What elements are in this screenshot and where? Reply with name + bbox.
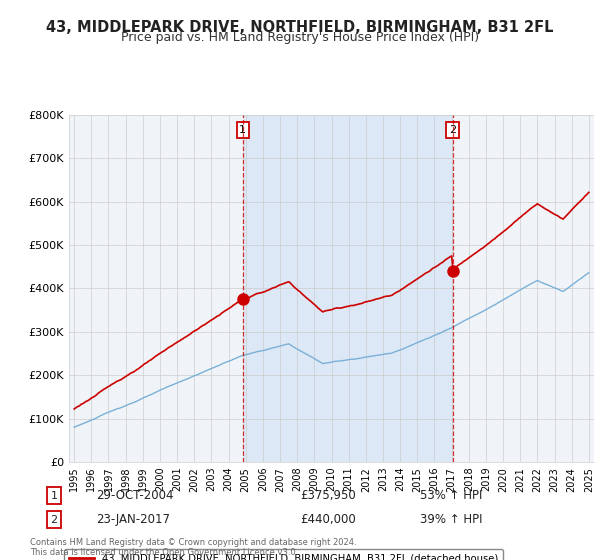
Text: 23-JAN-2017: 23-JAN-2017	[96, 513, 170, 526]
Text: 2: 2	[50, 515, 58, 525]
Bar	[243, 115, 452, 462]
Text: 53% ↑ HPI: 53% ↑ HPI	[420, 489, 482, 502]
Legend: 43, MIDDLEPARK DRIVE, NORTHFIELD, BIRMINGHAM, B31 2FL (detached house), HPI: Ave: 43, MIDDLEPARK DRIVE, NORTHFIELD, BIRMIN…	[64, 549, 503, 560]
Text: 1: 1	[239, 125, 246, 135]
Text: Contains HM Land Registry data © Crown copyright and database right 2024.
This d: Contains HM Land Registry data © Crown c…	[30, 538, 356, 557]
Text: Price paid vs. HM Land Registry's House Price Index (HPI): Price paid vs. HM Land Registry's House …	[121, 31, 479, 44]
Text: £440,000: £440,000	[300, 513, 356, 526]
Text: 29-OCT-2004: 29-OCT-2004	[96, 489, 173, 502]
Text: 39% ↑ HPI: 39% ↑ HPI	[420, 513, 482, 526]
Text: 1: 1	[50, 491, 58, 501]
Text: £375,950: £375,950	[300, 489, 356, 502]
Text: 2: 2	[449, 125, 456, 135]
Text: 43, MIDDLEPARK DRIVE, NORTHFIELD, BIRMINGHAM, B31 2FL: 43, MIDDLEPARK DRIVE, NORTHFIELD, BIRMIN…	[46, 20, 554, 35]
